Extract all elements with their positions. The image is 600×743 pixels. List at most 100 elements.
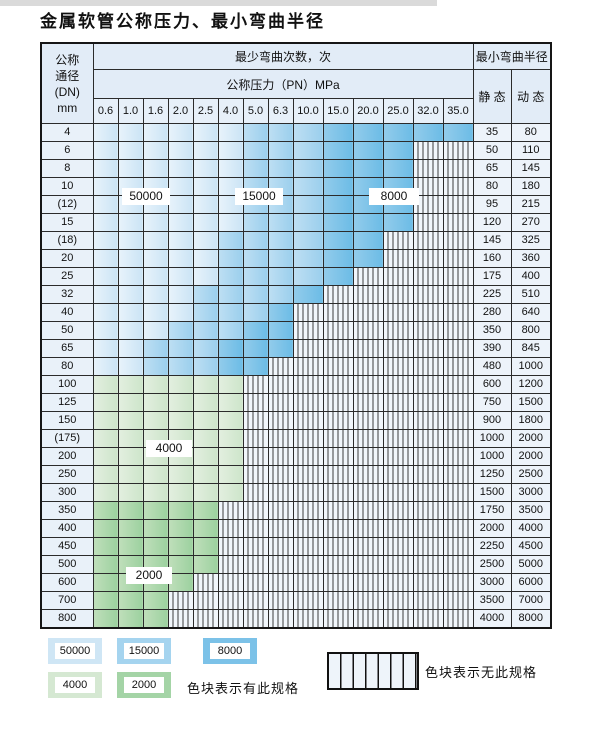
dynamic-radius-cell: 2500 [510, 465, 552, 484]
no-spec-cell [442, 501, 474, 520]
no-spec-cell [442, 537, 474, 556]
spec-cell-15000 [292, 141, 324, 160]
spec-cell-4000 [92, 375, 119, 394]
spec-cell-50000 [142, 303, 169, 322]
table-row-dn-40: 40 280 640 [40, 303, 552, 322]
no-spec-cell [382, 519, 414, 538]
spec-cell-50000 [192, 213, 219, 232]
spec-cell-50000 [92, 177, 119, 196]
spec-cell-15000 [167, 357, 194, 376]
static-radius-cell: 175 [472, 267, 512, 286]
no-spec-cell [442, 303, 474, 322]
no-spec-cell [292, 393, 324, 412]
static-radius-cell: 900 [472, 411, 512, 430]
spec-cell-8000 [382, 213, 414, 232]
spec-cell-8000 [352, 231, 384, 250]
spec-cell-50000 [117, 123, 144, 142]
spec-cell-15000 [242, 141, 269, 160]
spec-cell-50000 [117, 321, 144, 340]
dynamic-radius-cell: 360 [510, 249, 552, 268]
spec-cell-50000 [167, 195, 194, 214]
zone-label-50000: 50000 [122, 188, 170, 205]
pressure-col-6.3: 6.3 [267, 98, 294, 124]
zone-label-4000: 4000 [146, 440, 192, 457]
spec-cell-4000 [117, 393, 144, 412]
spec-cell-50000 [192, 195, 219, 214]
pressure-col-2.5: 2.5 [192, 98, 219, 124]
spec-cell-15000 [142, 357, 169, 376]
no-spec-cell [242, 393, 269, 412]
no-spec-cell [242, 375, 269, 394]
no-spec-cell [382, 267, 414, 286]
no-spec-cell [217, 519, 244, 538]
spec-cell-2000 [142, 609, 169, 629]
spec-cell-50000 [92, 123, 119, 142]
static-radius-cell: 750 [472, 393, 512, 412]
spec-cell-8000 [352, 213, 384, 232]
table-row-dn-4: 4 35 80 [40, 123, 552, 142]
spec-cell-8000 [292, 285, 324, 304]
spec-cell-2000 [167, 573, 194, 592]
spec-cell-8000 [322, 123, 354, 142]
spec-cell-50000 [92, 303, 119, 322]
dn-cell: 250 [40, 465, 94, 484]
no-spec-cell [242, 501, 269, 520]
dynamic-radius-cell: 3500 [510, 501, 552, 520]
no-spec-cell [217, 555, 244, 574]
no-spec-cell [292, 339, 324, 358]
dn-cell: (12) [40, 195, 94, 214]
legend-value-15000: 15000 [124, 643, 164, 659]
spec-cell-8000 [322, 249, 354, 268]
header-row-1: 公称 通径 (DN) mm 最少弯曲次数，次 最小弯曲半径 [40, 42, 552, 124]
no-spec-cell [412, 249, 444, 268]
spec-cell-2000 [142, 591, 169, 610]
no-spec-cell [322, 447, 354, 466]
spec-cell-15000 [242, 159, 269, 178]
no-spec-cell [382, 357, 414, 376]
spec-cell-8000 [352, 249, 384, 268]
table-row-dn-12: (12) 95 215 [40, 195, 552, 214]
spec-cell-50000 [217, 141, 244, 160]
spec-cell-4000 [217, 393, 244, 412]
spec-cell-2000 [92, 537, 119, 556]
no-spec-cell [442, 177, 474, 196]
no-spec-cell [382, 573, 414, 592]
no-spec-cell [412, 573, 444, 592]
spec-cell-4000 [117, 375, 144, 394]
no-spec-cell [442, 195, 474, 214]
dn-cell: 6 [40, 141, 94, 160]
no-spec-cell [442, 393, 474, 412]
no-spec-cell [322, 357, 354, 376]
no-spec-cell [292, 357, 324, 376]
spec-cell-8000 [322, 213, 354, 232]
dn-cell: 400 [40, 519, 94, 538]
no-spec-cell [322, 501, 354, 520]
no-spec-cell [267, 501, 294, 520]
table-row-dn-50: 50 350 800 [40, 321, 552, 340]
no-spec-cell [267, 537, 294, 556]
table-row-dn-125: 125 750 1500 [40, 393, 552, 412]
no-spec-cell [412, 447, 444, 466]
spec-cell-4000 [167, 375, 194, 394]
dn-cell: 500 [40, 555, 94, 574]
no-spec-cell [382, 483, 414, 502]
spec-cell-50000 [92, 159, 119, 178]
no-spec-cell [292, 303, 324, 322]
spec-cell-50000 [142, 249, 169, 268]
dynamic-radius-cell: 510 [510, 285, 552, 304]
no-spec-cell [322, 465, 354, 484]
table-row-dn-300: 300 1500 3000 [40, 483, 552, 502]
no-spec-cell [292, 321, 324, 340]
no-spec-cell [442, 357, 474, 376]
table-row-dn-450: 450 2250 4500 [40, 537, 552, 556]
spec-cell-2000 [92, 501, 119, 520]
corner-line-1: 公称 [55, 52, 80, 67]
legend-swatch-2000: 2000 [117, 672, 171, 698]
no-spec-cell [442, 285, 474, 304]
no-spec-cell [322, 537, 354, 556]
no-spec-sample-block [327, 652, 419, 690]
dn-cell: 32 [40, 285, 94, 304]
no-spec-cell [267, 447, 294, 466]
spec-cell-50000 [92, 213, 119, 232]
no-spec-cell [267, 429, 294, 448]
